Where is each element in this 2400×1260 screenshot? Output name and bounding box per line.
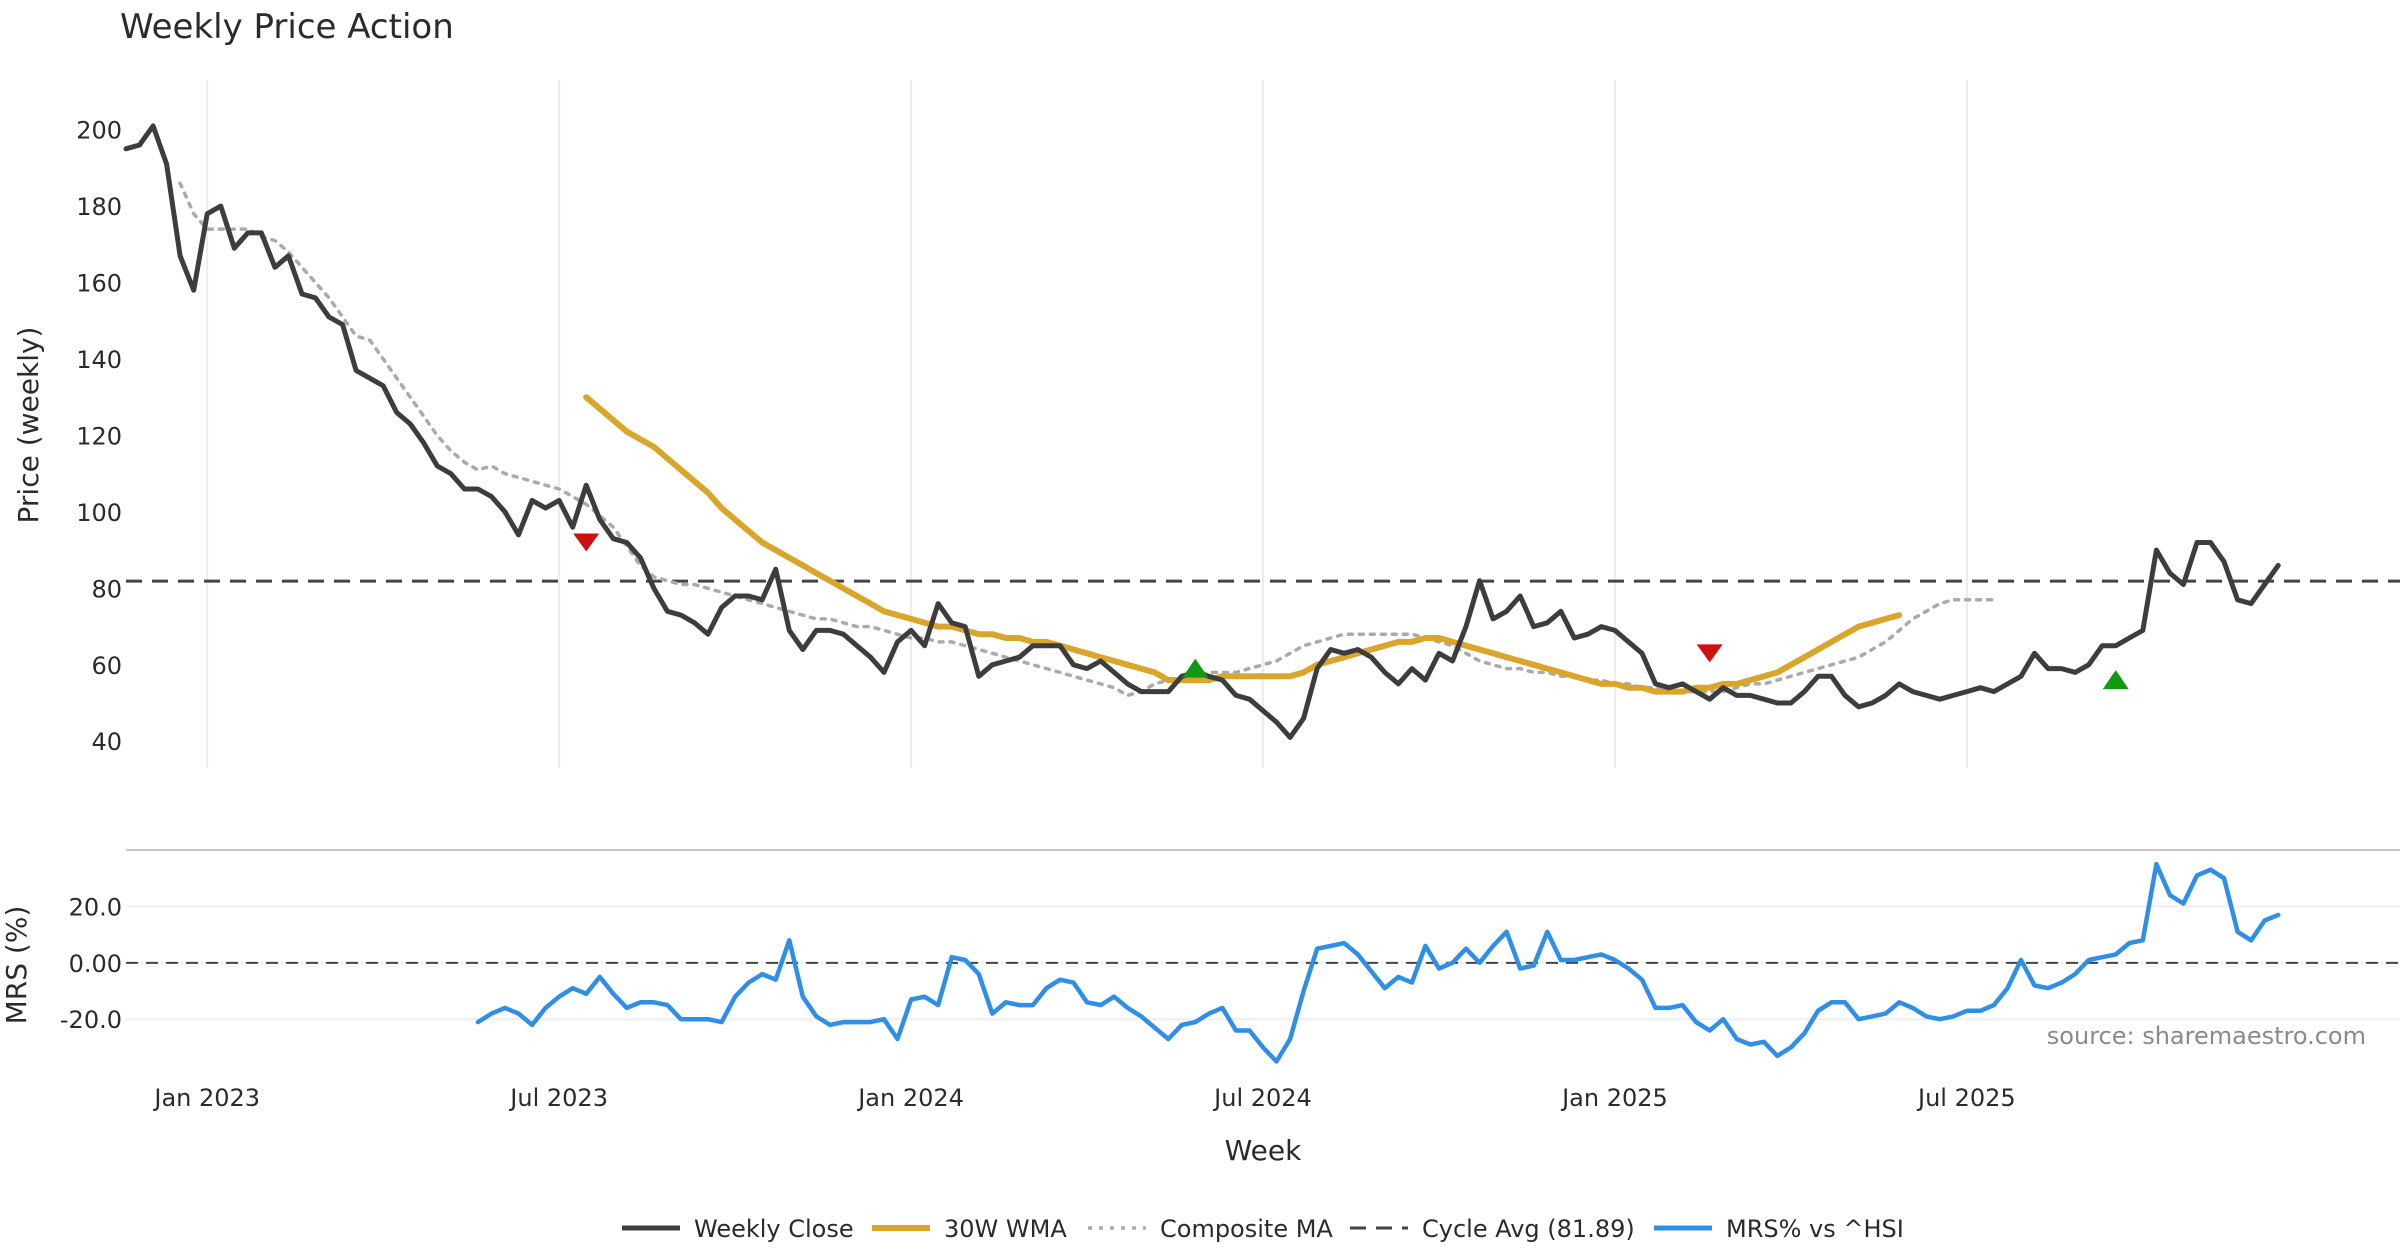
x-tick-label: Jan 2024 [856,1084,964,1112]
price-y-tick-label: 80 [91,575,122,603]
price-y-tick-label: 200 [76,117,122,145]
legend: Weekly Close 30W WMA Composite MA Cycle Avg… [622,1215,1904,1243]
x-tick-label: Jul 2023 [508,1084,608,1112]
legend-cycle-avg: Cycle Avg (81.89) [1350,1215,1635,1243]
x-tick-label: Jan 2025 [1560,1084,1668,1112]
price-y-ticks: 40 60 80 100 120 140 160 180 200 [76,117,122,757]
source-label: source: sharemaestro.com [2047,1022,2366,1050]
mrs-line [475,861,2281,1064]
x-axis-title: Week [1225,1134,1302,1167]
price-gridlines [206,80,1968,768]
buy-signal-marker [2102,670,2129,690]
mrs-y-tick-label: 20.0 [69,893,122,921]
legend-label: MRS% vs ^HSI [1726,1215,1904,1243]
x-tick-label: Jan 2023 [152,1084,260,1112]
price-y-tick-label: 100 [76,499,122,527]
price-y-tick-label: 40 [91,728,122,756]
legend-label: Weekly Close [694,1215,854,1243]
sell-signal-marker [573,533,600,552]
price-axis-title: Price (weekly) [12,327,45,524]
signals-layer [573,533,2129,690]
price-y-tick-label: 140 [76,346,122,374]
legend-wma: 30W WMA [872,1215,1067,1243]
x-tick-label: Jul 2024 [1212,1084,1312,1112]
legend-label: Composite MA [1160,1215,1333,1243]
legend-weekly-close: Weekly Close [622,1215,854,1243]
mrs-y-tick-label: -20.0 [60,1006,122,1034]
buy-signal-marker [1182,658,1209,678]
legend-composite-ma: Composite MA [1088,1215,1333,1243]
chart-title: Weekly Price Action [120,7,454,47]
x-tick-label: Jul 2025 [1916,1084,2016,1112]
x-ticks: Jan 2023 Jul 2023 Jan 2024 Jul 2024 Jan 2025… [152,1084,2015,1112]
legend-mrs: MRS% vs ^HSI [1654,1215,1904,1243]
price-y-tick-label: 120 [76,422,122,450]
legend-label: 30W WMA [944,1215,1067,1243]
mrs-axis-title: MRS (%) [0,906,33,1025]
price-y-tick-label: 160 [76,270,122,298]
price-y-tick-label: 60 [91,652,122,680]
price-y-tick-label: 180 [76,193,122,221]
mrs-y-ticks: 20.0 0.00 -20.0 [60,893,122,1034]
sell-signal-marker [1696,644,1723,663]
mrs-y-tick-label: 0.00 [69,950,122,978]
legend-label: Cycle Avg (81.89) [1422,1215,1635,1243]
wma-line [583,394,1903,695]
